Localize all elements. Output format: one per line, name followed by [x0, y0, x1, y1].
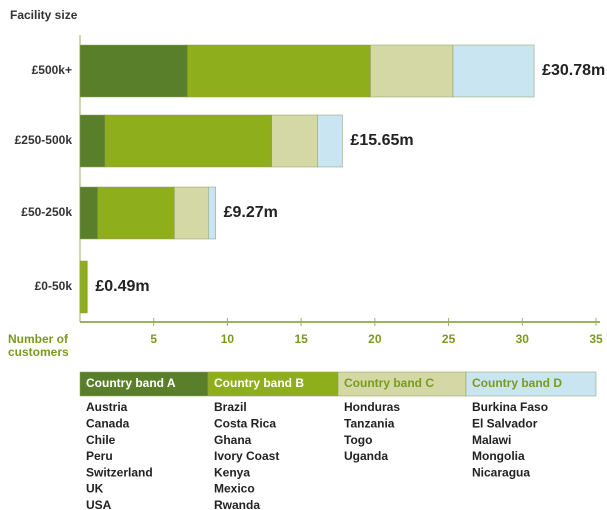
country: Austria [86, 400, 128, 414]
legend-swatch [207, 371, 339, 397]
x-tick-label: 30 [516, 332, 530, 346]
bar-segment [97, 186, 175, 240]
legend-label: Country band A [86, 376, 176, 390]
bar-segment [79, 114, 106, 168]
country: Ivory Coast [214, 449, 279, 463]
x-tick-label: 10 [221, 332, 235, 346]
y-tick-label: £0-50k [35, 279, 73, 293]
legend-swatch [465, 371, 597, 397]
country: Uganda [344, 449, 388, 463]
country: USA [86, 498, 112, 510]
country: Canada [86, 416, 130, 430]
country: Switzerland [86, 465, 153, 479]
country: Nicaragua [472, 465, 530, 479]
country: Mongolia [472, 449, 525, 463]
country: Ghana [214, 433, 252, 447]
bar-segment [79, 186, 98, 240]
country: Peru [86, 449, 113, 463]
country: Malawi [472, 433, 511, 447]
country: Kenya [214, 465, 250, 479]
country: El Salvador [472, 416, 538, 430]
country: Chile [86, 433, 116, 447]
country: UK [86, 482, 104, 496]
country: Mexico [214, 482, 255, 496]
x-tick-label: 25 [442, 332, 456, 346]
x-tick-label: 35 [589, 332, 603, 346]
bar-segment [187, 44, 371, 98]
x-tick-label: 5 [150, 332, 157, 346]
country: Costa Rica [214, 416, 276, 430]
y-tick-label: £250-500k [15, 133, 73, 147]
country: Brazil [214, 400, 247, 414]
legend-label: Country band D [472, 376, 562, 390]
bar-segment [271, 114, 318, 168]
country: Tanzania [344, 416, 395, 430]
country: Honduras [344, 400, 400, 414]
total-label: £30.78m [542, 62, 605, 79]
legend-label: Country band C [344, 376, 434, 390]
y-tick-label: £500k+ [32, 63, 72, 77]
country: Togo [344, 433, 372, 447]
total-label: £9.27m [224, 204, 278, 221]
x-axis-title: Number of customers [8, 332, 69, 359]
bar-segment [79, 260, 88, 314]
country: Rwanda [214, 498, 260, 510]
bar-segment [317, 114, 343, 168]
y-axis-title: Facility size [10, 8, 78, 22]
legend-swatch [337, 371, 467, 397]
legend-label: Country band B [214, 376, 304, 390]
total-label: £0.49m [95, 278, 149, 295]
country: Burkina Faso [472, 400, 548, 414]
bar-segment [79, 44, 188, 98]
bar-segment [452, 44, 535, 98]
y-tick-label: £50-250k [21, 205, 72, 219]
bar-segment [174, 186, 209, 240]
x-tick-label: 15 [294, 332, 308, 346]
bar-segment [208, 186, 216, 240]
x-tick-label: 20 [368, 332, 382, 346]
bar-segment [370, 44, 454, 98]
total-label: £15.65m [350, 132, 413, 149]
bar-segment [104, 114, 272, 168]
